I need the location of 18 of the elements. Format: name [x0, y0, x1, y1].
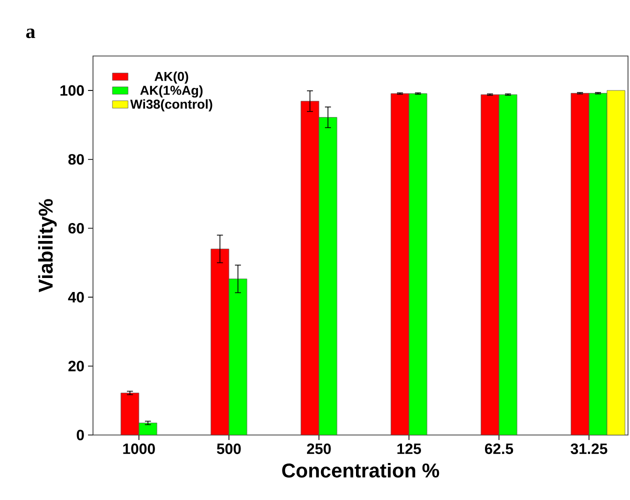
x-tick-label: 500 — [216, 444, 241, 454]
legend-label: Wi38(control) — [130, 99, 212, 112]
x-tick-label: 125 — [397, 444, 422, 454]
y-tick-label: 20 — [68, 360, 84, 372]
legend-label: AK(0) — [154, 72, 188, 84]
x-axis-title: Concentration % — [282, 462, 440, 478]
text: a — [26, 28, 36, 38]
x-tick-label: 1000 — [123, 444, 155, 454]
y-tick-label: 40 — [68, 292, 84, 302]
y-tick-label: 60 — [68, 222, 84, 234]
legend-label: AK(1%Ag) — [140, 85, 203, 98]
y-axis-title: Viability% — [38, 199, 57, 292]
y-tick-label: 100 — [60, 85, 84, 96]
x-tick-label: 31.25 — [570, 444, 608, 454]
y-tick-label: 80 — [68, 154, 84, 165]
x-tick-label: 250 — [306, 444, 331, 454]
x-tick-label: 62.5 — [484, 444, 514, 454]
y-tick-label: 0 — [76, 430, 84, 440]
